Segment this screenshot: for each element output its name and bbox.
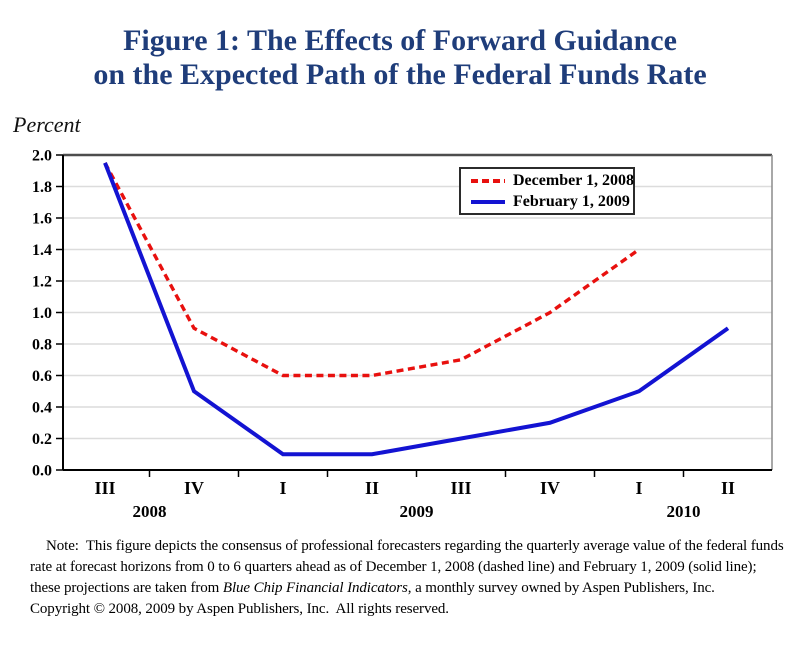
figure-title-line2: on the Expected Path of the Federal Fund… xyxy=(93,58,707,91)
publication-name: Blue Chip Financial Indicators xyxy=(222,580,408,596)
x-tick-label-quarter: I xyxy=(635,478,642,498)
y-tick-label: 1.4 xyxy=(32,242,52,259)
x-axis-year-label: 2009 xyxy=(400,502,434,521)
y-tick-label: 1.2 xyxy=(32,274,52,291)
legend-item-december: December 1, 2008 xyxy=(471,171,634,190)
y-tick-label: 0.0 xyxy=(32,463,52,480)
y-tick-label: 0.4 xyxy=(32,400,52,417)
note-line-1: Note: This figure depicts the consensus … xyxy=(46,538,784,554)
y-tick-label: 0.6 xyxy=(32,368,52,385)
note-copyright: Copyright © 2008, 2009 by Aspen Publishe… xyxy=(30,601,449,617)
x-tick-label-quarter: II xyxy=(365,478,379,498)
y-tick-label: 1.8 xyxy=(32,179,52,196)
y-axis-unit-label: Percent xyxy=(13,112,81,137)
x-tick-label-quarter: III xyxy=(450,478,471,498)
x-tick-label-quarter: IV xyxy=(184,478,204,498)
x-tick-label-quarter: I xyxy=(279,478,286,498)
legend-label: December 1, 2008 xyxy=(513,171,634,189)
x-axis-year-label: 2010 xyxy=(667,502,701,521)
y-tick-label: 0.8 xyxy=(32,337,52,354)
y-tick-label: 1.0 xyxy=(32,305,52,322)
legend-item-february: February 1, 2009 xyxy=(471,193,633,211)
x-axis-year-label: 2008 xyxy=(133,502,167,521)
y-tick-label: 2.0 xyxy=(32,148,52,165)
figure-note: Note: This figure depicts the consensus … xyxy=(30,536,798,620)
y-tick-label: 1.6 xyxy=(32,211,52,228)
legend-label: February 1, 2009 xyxy=(513,192,630,210)
solid-line-swatch xyxy=(471,199,505,204)
chart-legend: December 1, 2008 February 1, 2009 xyxy=(459,167,635,215)
x-tick-label-quarter: III xyxy=(94,478,115,498)
figure-title: Figure 1: The Effects of Forward Guidanc… xyxy=(0,24,800,92)
x-tick-label-quarter: II xyxy=(721,478,735,498)
dashed-line-swatch xyxy=(471,178,505,183)
y-tick-label: 0.2 xyxy=(32,431,52,448)
note-line-2: rate at forecast horizons from 0 to 6 qu… xyxy=(30,559,757,575)
x-tick-label-quarter: IV xyxy=(540,478,560,498)
figure-title-line1: Figure 1: The Effects of Forward Guidanc… xyxy=(123,24,677,57)
note-line-3: these projections are taken from Blue Ch… xyxy=(30,580,715,596)
